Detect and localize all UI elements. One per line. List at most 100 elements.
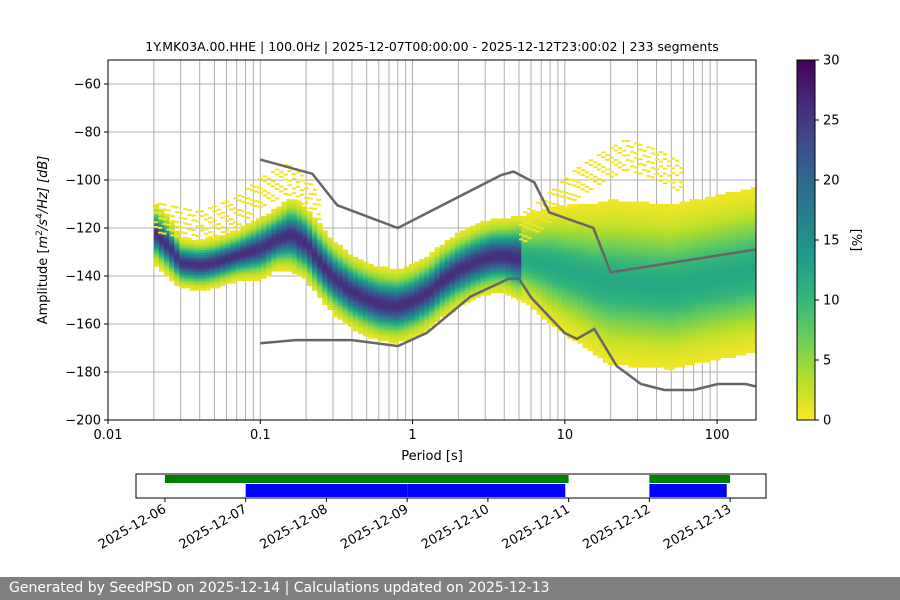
heat-cell — [725, 302, 731, 306]
heat-cell — [368, 278, 374, 282]
heat-cell — [179, 285, 185, 289]
heat-cell — [750, 273, 756, 277]
heat-cell — [633, 240, 640, 243]
heat-cell — [602, 331, 609, 334]
heat-cell — [347, 297, 354, 301]
heat-cell — [730, 276, 736, 279]
heat-cell — [608, 228, 614, 231]
heat-cell — [164, 264, 170, 267]
heat-cell — [750, 331, 756, 334]
heat-cell — [587, 216, 594, 219]
heat-cell — [582, 290, 588, 294]
heat-cell — [715, 237, 721, 241]
heat-cell — [592, 208, 599, 212]
heat-cell — [715, 264, 721, 267]
heat-cell — [511, 290, 517, 294]
heat-cell — [342, 259, 349, 262]
heat-cell — [526, 297, 532, 301]
heat-cell — [587, 230, 594, 234]
heat-cell — [250, 247, 257, 250]
heat-cell — [434, 300, 441, 303]
heat-cell — [449, 252, 456, 255]
heat-cell — [720, 252, 726, 255]
heat-cell — [653, 228, 660, 231]
heat-cell — [653, 312, 660, 315]
heat-cell — [363, 292, 369, 296]
heat-cell — [408, 307, 415, 310]
heat-cell — [485, 268, 492, 272]
heat-cell — [357, 259, 364, 262]
heat-cell — [444, 297, 451, 301]
heat-cell — [628, 228, 634, 231]
heat-cell — [730, 192, 736, 195]
heat-cell — [393, 321, 400, 325]
heat-cell — [740, 254, 747, 258]
heat-cell — [587, 343, 594, 346]
heat-cell — [516, 288, 522, 291]
heat-cell — [567, 247, 573, 250]
heat-cell — [261, 261, 267, 265]
heat-cell — [179, 249, 185, 253]
heat-cell — [684, 201, 691, 205]
heat-cell — [750, 278, 756, 282]
heat-cell — [312, 268, 318, 272]
heat-cell — [572, 302, 578, 306]
heat-cell — [240, 244, 247, 248]
heat-cell — [393, 302, 400, 306]
heat-cell — [327, 276, 333, 279]
heat-cell — [638, 283, 645, 286]
heat-cell — [664, 242, 670, 246]
heat-cell — [674, 312, 680, 315]
heat-cell — [556, 242, 563, 246]
heat-cell — [735, 319, 742, 322]
heat-cell — [664, 312, 670, 315]
heat-cell — [337, 249, 344, 253]
heat-cell — [725, 240, 731, 243]
heat-cell — [643, 216, 650, 219]
heat-cell — [679, 276, 685, 279]
heat-cell — [735, 271, 742, 274]
heat-cell — [500, 285, 507, 289]
heat-cell — [689, 357, 696, 361]
heat-cell — [327, 266, 333, 270]
heat-cell — [220, 240, 226, 243]
heat-cell — [613, 252, 619, 255]
heat-cell — [689, 278, 696, 282]
heat-cell — [704, 228, 711, 231]
heat-cell — [689, 340, 696, 344]
heat-cell — [470, 249, 476, 253]
heat-cell — [740, 285, 747, 289]
heat-cell — [608, 225, 614, 229]
heat-cell — [623, 254, 629, 258]
heat-cell — [291, 266, 298, 270]
heat-cell — [582, 264, 588, 267]
heat-cell — [516, 256, 522, 260]
heat-cell — [194, 278, 201, 282]
heat-cell — [393, 326, 400, 330]
heat-cell — [511, 252, 517, 255]
heat-cell — [403, 307, 410, 310]
heat-cell — [541, 316, 548, 320]
heat-cell — [393, 290, 400, 294]
heat-cell — [694, 343, 701, 346]
heat-cell — [158, 259, 165, 262]
heat-cell — [261, 266, 267, 270]
heat-cell — [546, 312, 553, 315]
heat-cell — [317, 278, 323, 282]
heat-cell — [398, 283, 405, 286]
heat-cell — [306, 216, 313, 219]
heat-cell — [674, 266, 680, 270]
heat-cell — [276, 232, 282, 236]
heat-cell — [587, 340, 594, 344]
heat-cell — [536, 256, 543, 260]
heat-cell — [460, 290, 466, 294]
heat-cell — [485, 232, 492, 236]
heat-cell — [465, 295, 471, 298]
heat-cell — [750, 283, 756, 286]
heat-cell — [516, 230, 522, 234]
heat-cell — [689, 232, 696, 236]
heat-cell — [659, 223, 665, 226]
heat-cell — [669, 259, 675, 262]
heat-cell — [638, 256, 645, 260]
heat-cell — [597, 333, 604, 337]
